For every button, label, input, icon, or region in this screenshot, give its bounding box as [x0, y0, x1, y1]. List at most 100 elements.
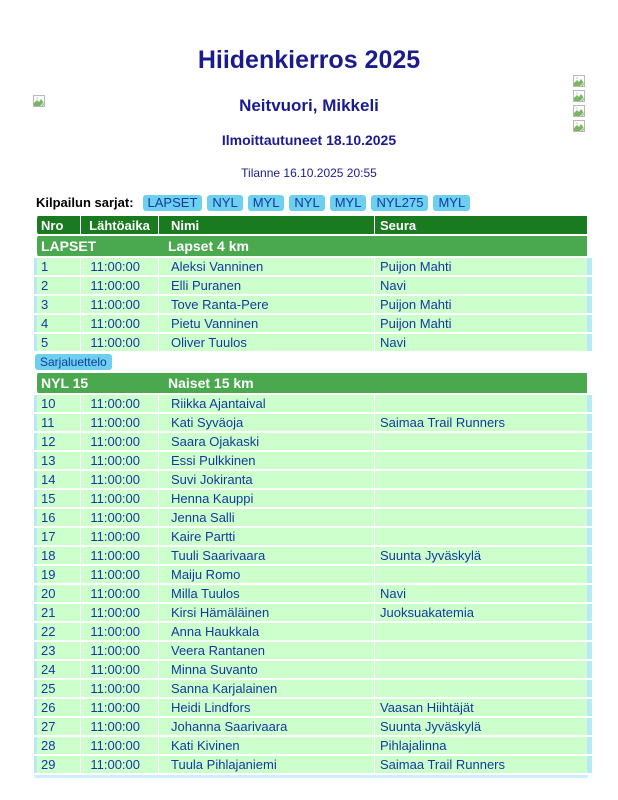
table-bottom-edge — [34, 775, 588, 778]
runner-number: 10 — [34, 395, 80, 412]
section-code: LAPSET — [41, 238, 97, 254]
section-header-row: LAPSET Lapset 4 km — [34, 236, 592, 256]
series-link-myl-6[interactable]: MYL — [433, 195, 471, 211]
table-row: 13 11:00:00 Essi Pulkkinen — [34, 452, 592, 469]
start-time: 11:00:00 — [81, 315, 158, 332]
start-time: 11:00:00 — [81, 718, 158, 735]
runner-club — [375, 509, 592, 526]
table-row: 16 11:00:00 Jenna Salli — [34, 509, 592, 526]
runner-number: 17 — [34, 528, 80, 545]
series-links: LAPSET NYL MYL NYL MYL NYL275 MYL — [138, 194, 471, 211]
runner-number: 12 — [34, 433, 80, 450]
table-row: 23 11:00:00 Veera Rantanen — [34, 642, 592, 659]
start-time: 11:00:00 — [81, 334, 158, 351]
runner-number: 1 — [34, 258, 80, 275]
start-time: 11:00:00 — [81, 604, 158, 621]
column-header-lahtoaika: Lähtöaika — [81, 216, 158, 234]
runner-club — [375, 661, 592, 678]
runner-club — [375, 623, 592, 640]
series-list-link[interactable]: Sarjaluettelo — [35, 354, 112, 370]
series-link-nyl275-5[interactable]: NYL275 — [371, 195, 429, 211]
runner-club: Suunta Jyväskylä — [375, 547, 592, 564]
runner-club — [375, 471, 592, 488]
runner-name: Sanna Karjalainen — [159, 680, 374, 697]
start-time: 11:00:00 — [81, 258, 158, 275]
table-row: 2 11:00:00 Elli Puranen Navi — [34, 277, 592, 294]
series-link-lapset-0[interactable]: LAPSET — [142, 195, 203, 211]
runner-name: Oliver Tuulos — [159, 334, 374, 351]
runner-name: Kati Syväoja — [159, 414, 374, 431]
runner-club: Puijon Mahti — [375, 315, 592, 332]
table-row: 3 11:00:00 Tove Ranta-Pere Puijon Mahti — [34, 296, 592, 313]
start-time: 11:00:00 — [81, 566, 158, 583]
section-code: NYL 15 — [41, 375, 89, 391]
runner-number: 13 — [34, 452, 80, 469]
runner-name: Tuula Pihlajaniemi — [159, 756, 374, 773]
runner-name: Tuuli Saarivaara — [159, 547, 374, 564]
table-row: 10 11:00:00 Riikka Ajantaival — [34, 395, 592, 412]
runner-number: 14 — [34, 471, 80, 488]
registered-heading: Ilmoittautuneet 18.10.2025 — [221, 132, 397, 148]
start-time: 11:00:00 — [81, 699, 158, 716]
table-row: 28 11:00:00 Kati Kivinen Pihlajalinna — [34, 737, 592, 754]
runner-name: Essi Pulkkinen — [159, 452, 374, 469]
runner-club — [375, 566, 592, 583]
series-link-nyl-3[interactable]: NYL — [289, 195, 325, 211]
runner-number: 5 — [34, 334, 80, 351]
runner-name: Henna Kauppi — [159, 490, 374, 507]
runner-club — [375, 642, 592, 659]
runner-club — [375, 452, 592, 469]
runner-number: 28 — [34, 737, 80, 754]
runner-number: 18 — [34, 547, 80, 564]
runner-club: Navi — [375, 585, 592, 602]
runner-club: Vaasan Hiihtäjät — [375, 699, 592, 716]
runner-name: Jenna Salli — [159, 509, 374, 526]
table-row: 19 11:00:00 Maiju Romo — [34, 566, 592, 583]
event-location: Neitvuori, Mikkeli — [239, 96, 379, 115]
broken-image-icon — [33, 95, 45, 107]
runner-number: 3 — [34, 296, 80, 313]
runner-name: Johanna Saarivaara — [159, 718, 374, 735]
start-time: 11:00:00 — [81, 623, 158, 640]
table-row: 21 11:00:00 Kirsi Hämäläinen Juoksuakatemia — [34, 604, 592, 621]
series-link-myl-2[interactable]: MYL — [247, 195, 285, 211]
runner-club: Juoksuakatemia — [375, 604, 592, 621]
start-time: 11:00:00 — [81, 471, 158, 488]
runner-name: Kirsi Hämäläinen — [159, 604, 374, 621]
runner-name: Riikka Ajantaival — [159, 395, 374, 412]
results-table: Nro Lähtöaika Nimi Seura LAPSET Lapset 4 … — [33, 214, 593, 775]
series-link-myl-4[interactable]: MYL — [329, 195, 367, 211]
runner-club — [375, 490, 592, 507]
table-row: 27 11:00:00 Johanna Saarivaara Suunta Jyväs… — [34, 718, 592, 735]
table-row: 29 11:00:00 Tuula Pihlajaniemi Saimaa Trail… — [34, 756, 592, 773]
runner-club: Puijon Mahti — [375, 258, 592, 275]
start-time: 11:00:00 — [81, 528, 158, 545]
runner-name: Veera Rantanen — [159, 642, 374, 659]
status-timestamp: Tilanne 16.10.2025 20:55 — [241, 166, 377, 180]
runner-name: Tove Ranta-Pere — [159, 296, 374, 313]
table-row: 20 11:00:00 Milla Tuulos Navi — [34, 585, 592, 602]
start-time: 11:00:00 — [81, 642, 158, 659]
runner-club — [375, 433, 592, 450]
runner-name: Minna Suvanto — [159, 661, 374, 678]
runner-number: 16 — [34, 509, 80, 526]
broken-image-icon — [573, 75, 585, 87]
runner-name: Pietu Vanninen — [159, 315, 374, 332]
table-row: 12 11:00:00 Saara Ojakaski — [34, 433, 592, 450]
start-time: 11:00:00 — [81, 395, 158, 412]
start-time: 11:00:00 — [81, 756, 158, 773]
table-row: 14 11:00:00 Suvi Jokiranta — [34, 471, 592, 488]
series-nav: Kilpailun sarjat: LAPSET NYL MYL NYL MYL NYL2… — [36, 194, 618, 211]
runner-number: 21 — [34, 604, 80, 621]
series-link-nyl-1[interactable]: NYL — [207, 195, 243, 211]
runner-name: Anna Haukkala — [159, 623, 374, 640]
column-header-nimi: Nimi — [159, 216, 374, 234]
start-time: 11:00:00 — [81, 452, 158, 469]
broken-image-icon — [573, 120, 585, 132]
runner-club: Saimaa Trail Runners — [375, 414, 592, 431]
runner-number: 4 — [34, 315, 80, 332]
table-row: 15 11:00:00 Henna Kauppi — [34, 490, 592, 507]
runner-number: 19 — [34, 566, 80, 583]
runner-name: Saara Ojakaski — [159, 433, 374, 450]
runner-number: 29 — [34, 756, 80, 773]
